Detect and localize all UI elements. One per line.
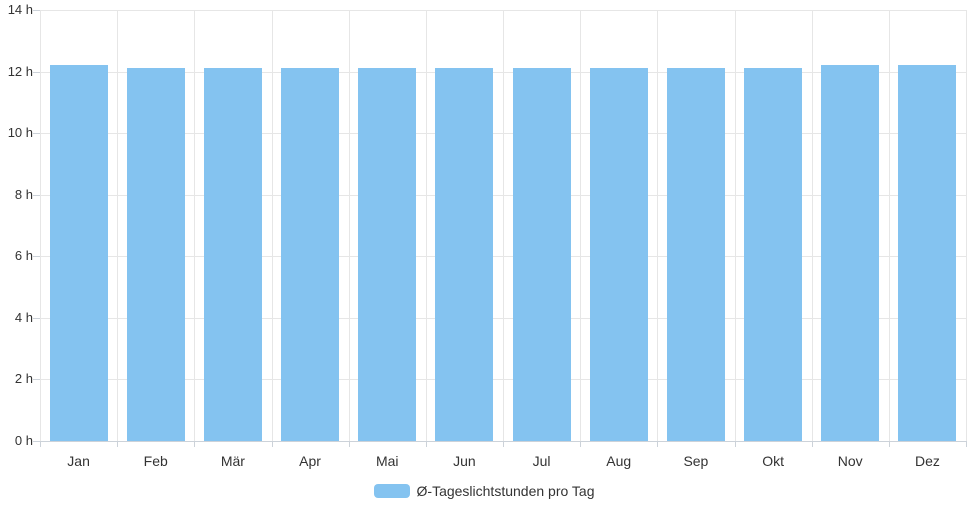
y-axis-label-12h: 12 h: [7, 63, 33, 79]
gridline-v-3: [271, 10, 273, 441]
x-axis-tick-9: [734, 441, 736, 447]
x-axis-label-sep: Sep: [683, 453, 709, 469]
x-axis-line: [40, 441, 966, 442]
gridline-v-8: [657, 10, 659, 441]
bar-apr[interactable]: [281, 68, 340, 441]
legend-label: Ø-Tageslichtstunden pro Tag: [416, 483, 595, 499]
gridline-v-5: [425, 10, 427, 441]
bar-feb[interactable]: [126, 68, 185, 441]
bar-aug[interactable]: [589, 68, 648, 441]
y-axis-tick-14h: [33, 10, 40, 11]
x-axis-tick-10: [811, 441, 813, 447]
y-axis-label-2h: 2 h: [14, 371, 33, 387]
x-axis-tick-8: [657, 441, 659, 447]
x-axis-tick-6: [503, 441, 504, 447]
x-axis-label-mai: Mai: [375, 453, 399, 469]
x-axis-tick-12: [966, 441, 967, 447]
x-axis-label-dez: Dez: [914, 453, 940, 469]
legend-item-daylight-series[interactable]: Ø-Tageslichtstunden pro Tag: [0, 481, 968, 501]
x-axis-label-jan: Jan: [67, 453, 90, 469]
x-axis-tick-4: [348, 441, 350, 447]
x-axis-label-aug: Aug: [606, 453, 632, 469]
y-axis-label-10h: 10 h: [7, 125, 33, 141]
gridline-v-10: [811, 10, 813, 441]
x-axis-tick-5: [425, 441, 427, 447]
x-axis-label-okt: Okt: [762, 453, 784, 469]
x-axis-tick-11: [888, 441, 890, 447]
bar-maer[interactable]: [203, 68, 262, 441]
bar-jul[interactable]: [512, 68, 571, 441]
gridline-v-1: [117, 10, 119, 441]
legend-swatch: [373, 484, 410, 498]
x-axis-label-maer: Mär: [220, 453, 245, 469]
gridline-v-12: [966, 10, 967, 441]
gridline-v-0: [40, 10, 41, 441]
x-axis-tick-2: [194, 441, 196, 447]
y-axis-tick-0h: [33, 441, 40, 442]
x-axis-label-jun: Jun: [453, 453, 476, 469]
gridline-v-2: [194, 10, 196, 441]
bar-nov[interactable]: [821, 65, 880, 441]
gridline-v-7: [580, 10, 582, 441]
y-axis-tick-2h: [33, 379, 40, 381]
bar-jan[interactable]: [49, 65, 108, 441]
y-axis-tick-8h: [33, 194, 40, 196]
gridline-v-11: [888, 10, 890, 441]
x-axis-tick-3: [271, 441, 273, 447]
gridline-v-6: [503, 10, 504, 441]
x-axis-label-nov: Nov: [837, 453, 863, 469]
gridline-v-9: [734, 10, 736, 441]
bar-jun[interactable]: [435, 68, 494, 441]
y-axis-label-4h: 4 h: [14, 309, 33, 325]
bar-okt[interactable]: [744, 68, 803, 441]
x-axis-label-apr: Apr: [299, 453, 321, 469]
gridline-v-4: [348, 10, 350, 441]
y-axis-label-14h: 14 h: [7, 2, 33, 17]
y-axis-tick-6h: [33, 256, 40, 258]
x-axis-label-jul: Jul: [532, 453, 551, 469]
y-axis-label-6h: 6 h: [14, 248, 33, 264]
bar-dez[interactable]: [898, 65, 957, 441]
bar-sep[interactable]: [666, 68, 725, 441]
x-axis-label-feb: Feb: [143, 453, 168, 469]
x-axis-tick-7: [580, 441, 582, 447]
x-axis-tick-0: [40, 441, 41, 447]
y-axis-label-8h: 8 h: [14, 186, 33, 202]
x-axis-tick-1: [117, 441, 119, 447]
bar-mai[interactable]: [358, 68, 417, 441]
y-axis-tick-4h: [33, 317, 40, 319]
y-axis-tick-12h: [33, 71, 40, 73]
y-axis-tick-10h: [33, 133, 40, 135]
y-axis-label-0h: 0 h: [14, 433, 33, 448]
